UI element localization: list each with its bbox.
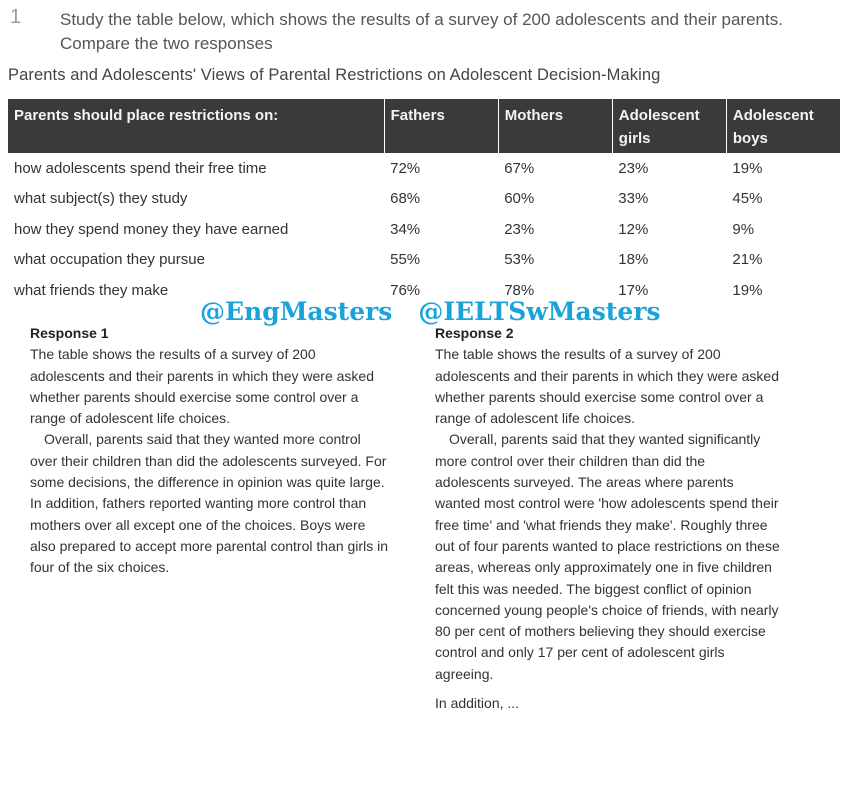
- cell-mothers: 78%: [504, 281, 535, 299]
- task-number: 1: [10, 6, 22, 28]
- table-header-row: Parents should place restrictions on: Fa…: [8, 99, 840, 153]
- row-label: what subject(s) they study: [14, 190, 188, 208]
- table-row: what occupation they pursue 55% 53% 18% …: [8, 245, 840, 276]
- cell-girls: 17%: [618, 281, 649, 299]
- watermark-handle-2: @IELTSwMasters: [418, 297, 661, 326]
- table-title: Parents and Adolescents' Views of Parent…: [8, 66, 661, 84]
- watermark-handle-1: @EngMasters: [200, 297, 393, 326]
- response-1-title: Response 1: [30, 325, 109, 341]
- header-mothers: Mothers: [497, 99, 613, 153]
- cell-girls: 33%: [618, 190, 649, 208]
- cell-mothers: 67%: [504, 159, 535, 177]
- response-2-paragraph-2: Overall, parents said that they wanted s…: [435, 431, 780, 682]
- watermark: @EngMasters @IELTSwMasters: [200, 297, 660, 326]
- header-fathers: Fathers: [383, 99, 499, 153]
- cell-fathers: 76%: [390, 281, 421, 299]
- response-1-paragraph-3: In addition, fathers reported wanting mo…: [30, 495, 388, 576]
- cell-boys: 21%: [732, 251, 763, 269]
- response-2: Response 2 The table shows the results o…: [435, 323, 780, 714]
- cell-fathers: 55%: [390, 251, 421, 269]
- table-row: how they spend money they have earned 34…: [8, 214, 840, 245]
- row-label: what occupation they pursue: [14, 251, 205, 269]
- cell-girls: 12%: [618, 220, 649, 238]
- survey-table: Parents should place restrictions on: Fa…: [8, 99, 840, 306]
- cell-boys: 19%: [732, 159, 763, 177]
- header-boys: Adolescent boys: [725, 99, 840, 153]
- task-instruction: Study the table below, which shows the r…: [60, 10, 783, 53]
- table-row: what subject(s) they study 68% 60% 33% 4…: [8, 184, 840, 215]
- row-label: how adolescents spend their free time: [14, 159, 267, 177]
- cell-girls: 18%: [618, 251, 649, 269]
- table-row: what friends they make 76% 78% 17% 19%: [8, 275, 840, 306]
- cell-boys: 45%: [732, 190, 763, 208]
- cell-fathers: 72%: [390, 159, 421, 177]
- cell-fathers: 68%: [390, 190, 421, 208]
- row-label: what friends they make: [14, 281, 169, 299]
- response-2-paragraph-1: The table shows the results of a survey …: [435, 346, 779, 427]
- response-2-title: Response 2: [435, 325, 514, 341]
- cell-mothers: 23%: [504, 220, 535, 238]
- cell-girls: 23%: [618, 159, 649, 177]
- response-2-paragraph-3: In addition, ...: [435, 695, 520, 712]
- response-1-paragraph-2: Overall, parents said that they wanted m…: [30, 431, 387, 491]
- row-label: how they spend money they have earned: [14, 220, 289, 238]
- response-1-paragraph-1: The table shows the results of a survey …: [30, 346, 374, 427]
- table-row: how adolescents spend their free time 72…: [8, 153, 840, 184]
- cell-boys: 19%: [732, 281, 763, 299]
- cell-mothers: 60%: [504, 190, 535, 208]
- cell-mothers: 53%: [504, 251, 535, 269]
- response-1: Response 1 The table shows the results o…: [30, 323, 390, 579]
- header-girls: Adolescent girls: [611, 99, 727, 153]
- header-question: Parents should place restrictions on:: [8, 99, 385, 153]
- cell-fathers: 34%: [390, 220, 421, 238]
- cell-boys: 9%: [732, 220, 755, 238]
